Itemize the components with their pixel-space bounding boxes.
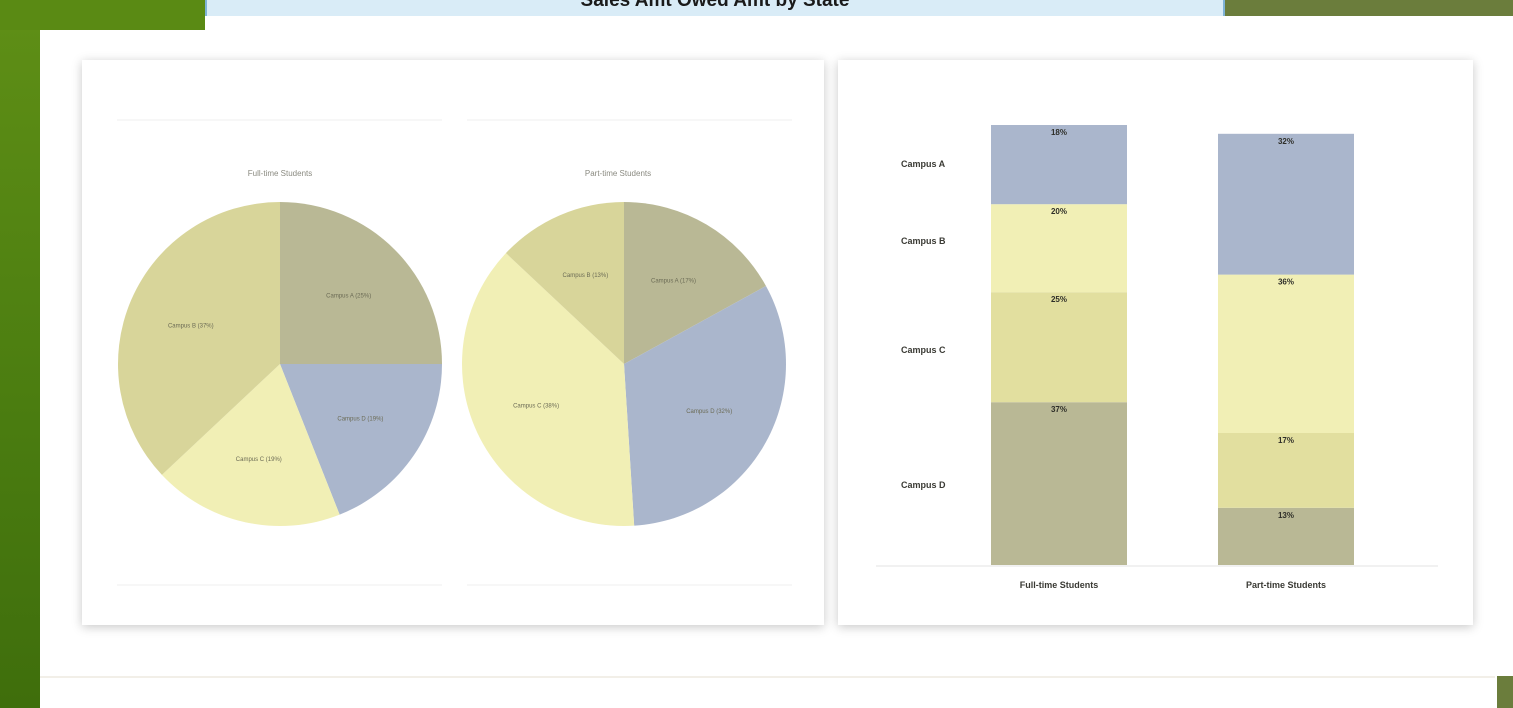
bar-label-full-time-students-campus-d: 37% [1051, 405, 1067, 414]
green-frame-left [0, 0, 40, 708]
pie1-title: Full-time Students [248, 169, 312, 178]
pie2-slice-label-campus-d: Campus D (32%) [686, 409, 732, 415]
bar-part-time-students-campus-b [1218, 274, 1354, 433]
pie1-slice-label-campus-b: Campus B (37%) [168, 323, 214, 329]
header-strip: Sales Amt Owed Amt by State [205, 0, 1225, 16]
bar-full-time-students-campus-c [991, 292, 1127, 403]
pie2-slice-label-campus-a: Campus A (17%) [651, 278, 696, 284]
stacked-bars: 37% 25% 20% 18% 13% 17% 36% 32% [991, 125, 1354, 565]
pie2-chart: Campus A (17%) Campus D (32%) Campus C (38… [462, 202, 786, 526]
bar-part-time-students-campus-c [1218, 433, 1354, 508]
bar-label-part-time-students-campus-c: 17% [1278, 436, 1294, 445]
category-label-campus-b: Campus B [901, 236, 946, 246]
category-label-campus-d: Campus D [901, 480, 946, 490]
bar-label-full-time-students-campus-a: 18% [1051, 128, 1067, 137]
bar-full-time-students-campus-a [991, 125, 1127, 205]
pie1-chart: Campus A (25%) Campus D (19%) Campus C (19… [117, 202, 442, 526]
category-label-campus-c: Campus C [901, 345, 946, 355]
x-label-part-time: Part-time Students [1246, 580, 1326, 590]
green-frame-top [0, 0, 205, 30]
bar-full-time-students-campus-b [991, 204, 1127, 293]
bar-part-time-students-campus-d [1218, 507, 1354, 565]
bar-label-full-time-students-campus-c: 25% [1051, 295, 1067, 304]
pie2-slice-campus-b [505, 202, 624, 364]
pie2-slice-campus-c [462, 253, 635, 526]
category-label-campus-a: Campus A [901, 159, 946, 169]
bar-part-time-students-campus-a [1218, 133, 1354, 275]
bottom-divider [40, 676, 1495, 678]
pie1-slice-campus-a [280, 202, 442, 364]
pie1-slice-campus-c [161, 364, 340, 526]
x-label-full-time: Full-time Students [1020, 580, 1099, 590]
pie2-slice-label-campus-b: Campus B (13%) [563, 273, 609, 279]
pie-charts-panel: Full-time Students Part-time Students Ca… [82, 60, 824, 625]
pie2-title: Part-time Students [585, 169, 651, 178]
olive-frame-top [1225, 0, 1513, 16]
pie1-slice-campus-b [117, 202, 281, 475]
bar-label-part-time-students-campus-b: 36% [1278, 278, 1294, 287]
bar-label-full-time-students-campus-b: 20% [1051, 207, 1067, 216]
bar-label-part-time-students-campus-a: 32% [1278, 137, 1294, 146]
pie1-slice-label-campus-d: Campus D (19%) [337, 417, 383, 423]
bar-full-time-students-campus-d [991, 402, 1127, 565]
pie2-slice-campus-d [624, 285, 786, 526]
pie-charts-svg: Full-time Students Part-time Students Ca… [117, 119, 792, 586]
pie2-slice-campus-a [624, 202, 766, 364]
pie1-slice-label-campus-a: Campus A (25%) [326, 293, 371, 299]
pie1-slice-campus-d [280, 364, 442, 515]
bar-label-part-time-students-campus-d: 13% [1278, 511, 1294, 520]
olive-frame-corner [1497, 676, 1513, 708]
pie2-slice-label-campus-c: Campus C (38%) [513, 403, 559, 409]
stacked-bar-panel: 37% 25% 20% 18% 13% 17% 36% 32% Campus A Campus… [838, 60, 1473, 625]
pie1-slice-label-campus-c: Campus C (19%) [236, 457, 282, 463]
header-title: Sales Amt Owed Amt by State [580, 0, 850, 11]
stacked-bar-svg: 37% 25% 20% 18% 13% 17% 36% 32% Campus A Campus… [876, 125, 1438, 590]
